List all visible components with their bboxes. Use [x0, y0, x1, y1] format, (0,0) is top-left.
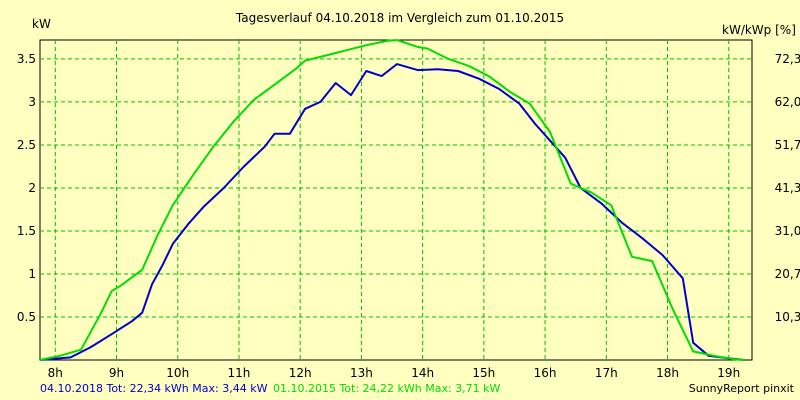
y-tick-label-right: 31,0: [775, 224, 800, 238]
footer-summary: 04.10.2018 Tot: 22,34 kWh Max: 3,44 kW 0…: [40, 382, 502, 395]
credit-text: SunnyReport pinxit: [688, 382, 794, 395]
x-tick-label: 13h: [350, 366, 373, 380]
y-tick-label-left: 2.5: [17, 138, 36, 152]
x-tick-label: 10h: [166, 366, 189, 380]
y-tick-label-right: 62,0: [775, 95, 800, 109]
series-2-summary: 01.10.2015 Tot: 24,22 kWh Max: 3,71 kW: [272, 382, 501, 395]
tick-labels: 8h 9h 10h 11h 12h 13h 14h 15h 16h 17h 18h 19h 0.5 1 1.…: [17, 52, 800, 380]
series-line-1: [39, 63, 745, 361]
x-tick-label: 19h: [717, 366, 740, 380]
y-axis-label-left: kW: [32, 17, 51, 31]
x-tick-label: 17h: [595, 366, 618, 380]
series-lines: [39, 39, 745, 361]
y-tick-label-left: 0.5: [17, 310, 36, 324]
y-tick-label-left: 3.5: [17, 52, 36, 66]
x-tick-label: 15h: [472, 366, 495, 380]
chart-title: Tagesverlauf 04.10.2018 im Vergleich zum…: [235, 11, 564, 25]
x-tick-label: 18h: [656, 366, 679, 380]
gridlines: [40, 40, 752, 360]
y-tick-label-left: 3: [28, 95, 36, 109]
x-tick-label: 9h: [109, 366, 124, 380]
x-tick-label: 16h: [534, 366, 557, 380]
series-1-summary: 04.10.2018 Tot: 22,34 kWh Max: 3,44 kW: [40, 382, 268, 395]
x-tick-label: 12h: [289, 366, 312, 380]
y-tick-label-left: 1: [28, 267, 36, 281]
x-tick-label: 8h: [48, 366, 63, 380]
y-tick-label-left: 1.5: [17, 224, 36, 238]
y-tick-label-left: 2: [28, 181, 36, 195]
series-line-2: [39, 39, 745, 361]
plot-area: [39, 39, 753, 361]
y-tick-label-right: 41,3: [775, 181, 800, 195]
y-tick-label-right: 51,7: [775, 138, 800, 152]
x-tick-label: 11h: [228, 366, 251, 380]
y-axis-label-right: kW/kWp [%]: [722, 23, 796, 37]
y-tick-label-right: 20,7: [775, 267, 800, 281]
y-tick-label-right: 72,3: [775, 52, 800, 66]
y-tick-label-right: 10,3: [775, 310, 800, 324]
x-tick-label: 14h: [411, 366, 434, 380]
